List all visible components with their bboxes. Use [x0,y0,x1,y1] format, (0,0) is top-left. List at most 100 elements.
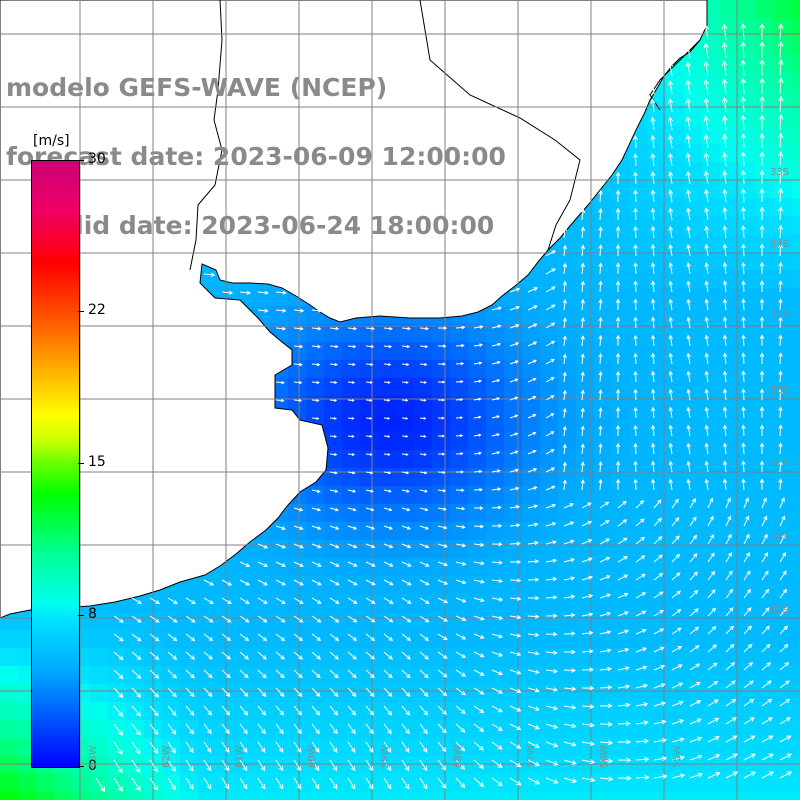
wind-arrow [779,533,786,545]
wind-arrow [185,597,196,604]
wind-speed-cell [702,234,721,253]
wind-arrow [653,609,664,617]
wind-speed-cell [396,648,415,667]
wind-arrow [275,380,285,385]
wind-speed-cell [0,738,19,757]
wind-arrow [563,631,576,636]
wind-speed-cell [396,684,415,703]
wind-speed-cell [630,630,649,649]
wind-arrow [615,244,621,257]
wind-arrow [650,80,656,95]
wind-speed-cell [486,414,505,433]
wind-arrow [329,759,338,772]
wind-arrow [740,22,747,41]
wind-arrow [329,471,338,475]
wind-speed-cell [522,630,541,649]
colorbar-tick-22: 22 [88,302,106,318]
wind-speed-cell [486,486,505,505]
wind-speed-cell [252,540,271,559]
wind-speed-cell [450,378,469,397]
wind-speed-cell [792,630,800,649]
wind-arrow [131,597,142,605]
wind-arrow [545,723,559,729]
wind-speed-cell [450,756,469,775]
wind-speed-cell [54,792,73,804]
wind-arrow [527,540,539,546]
wind-arrow [509,669,522,675]
wind-speed-cell [504,684,523,703]
wind-arrow [743,662,754,671]
wind-arrow [473,687,485,695]
wind-arrow [598,226,603,239]
wind-speed-cell [288,324,307,343]
wind-speed-cell [486,378,505,397]
wind-arrow [365,489,374,493]
wind-speed-cell [738,450,757,469]
wind-speed-cell [306,594,325,613]
wind-arrow [743,643,753,653]
wind-arrow [275,741,284,753]
wind-arrow [365,759,374,772]
wind-arrow [650,388,656,401]
wind-arrow [329,615,340,623]
wind-speed-cell [378,666,397,685]
wind-arrow [293,741,302,753]
wind-arrow [725,698,737,707]
wind-speed-cell [720,576,739,595]
wind-speed-cell [792,558,800,577]
wind-arrow [668,442,673,455]
wind-speed-cell [450,504,469,523]
wind-arrow [653,536,663,545]
wind-speed-cell [756,774,775,793]
wind-arrow [365,561,376,567]
wind-arrow [689,736,703,743]
wind-arrow [383,561,394,567]
wind-arrow [113,759,123,774]
wind-arrow [633,370,638,383]
wind-arrow [667,61,674,77]
wind-speed-cell [108,684,127,703]
wind-arrow [257,741,266,753]
wind-speed-cell [648,558,667,577]
wind-speed-cell [702,792,721,804]
wind-speed-cell [756,0,775,19]
wind-speed-cell [702,558,721,577]
wind-speed-cell [756,108,775,127]
wind-arrow [293,543,304,549]
wind-speed-cell [774,54,793,73]
wind-arrow [671,627,682,635]
wind-arrow [437,416,445,420]
wind-arrow [633,388,638,401]
wind-arrow [383,633,394,641]
wind-arrow [562,298,567,311]
wind-arrow [779,698,791,707]
wind-arrow [545,304,556,311]
wind-arrow [491,451,501,455]
wind-speed-cell [720,648,739,667]
wind-arrow [759,132,765,149]
wind-speed-cell [432,378,451,397]
wind-speed-cell [684,576,703,595]
wind-arrow [633,334,638,347]
wind-arrow [275,561,287,567]
wind-speed-cell [396,666,415,685]
wind-arrow [527,287,539,293]
wind-speed-cell [630,324,649,343]
wind-arrow [221,651,231,660]
wind-speed-cell [576,468,595,487]
wind-arrow [185,705,195,716]
wind-speed-cell [432,774,451,793]
wind-arrow [185,777,194,790]
wind-speed-cell [612,792,631,804]
wind-arrow [509,741,522,749]
wind-arrow [722,243,728,257]
wind-arrow [347,705,357,716]
wind-speed-cell [684,162,703,181]
wind-speed-cell [630,792,649,804]
wind-speed-cell [342,396,361,415]
wind-arrow [473,487,484,492]
wind-arrow [293,777,302,790]
wind-speed-cell [738,684,757,703]
lat-label: 39S [770,605,790,616]
wind-speed-cell [720,612,739,631]
